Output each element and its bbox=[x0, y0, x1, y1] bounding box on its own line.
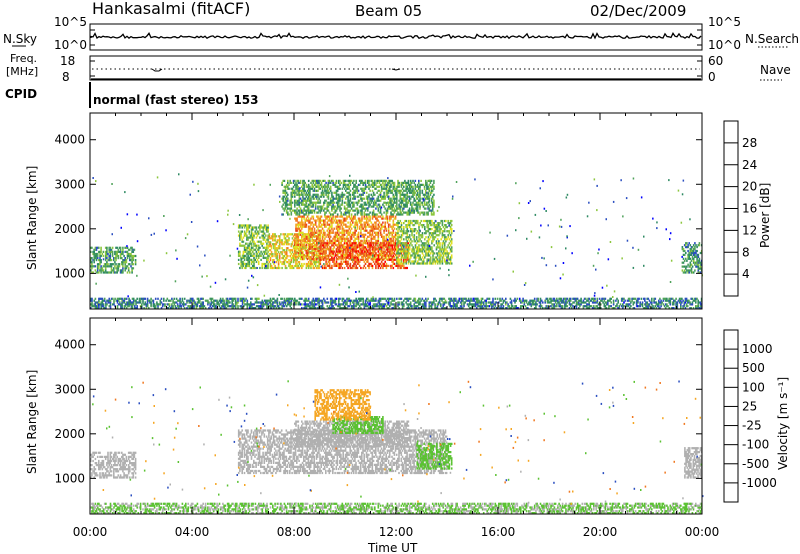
power-cbar-label-0: 4 bbox=[742, 267, 750, 281]
velocity-yticks: 1000 2000 3000 4000 bbox=[54, 338, 702, 485]
power-ylabel: Slant Range [km] bbox=[25, 166, 39, 270]
velocity-scatter-region-5 bbox=[314, 389, 371, 421]
power-data bbox=[90, 173, 703, 310]
noise-left-tick-bottom: 10^0 bbox=[54, 38, 87, 52]
velocity-ytick-label-0: 1000 bbox=[54, 471, 85, 485]
velocity-ytick-label-2: 3000 bbox=[54, 382, 85, 396]
velocity-ylabel: Slant Range [km] bbox=[25, 370, 39, 474]
power-cbar-label-6: 28 bbox=[742, 136, 757, 150]
power-cbar-label-5: 24 bbox=[742, 158, 757, 172]
freq-left-tick-bottom: 8 bbox=[62, 70, 70, 84]
velocity-scatter-region-0 bbox=[90, 451, 137, 479]
velocity-data bbox=[90, 380, 704, 515]
noise-left-tick-top: 10^5 bbox=[54, 15, 87, 29]
noise-right-tick-top: 10^5 bbox=[708, 15, 741, 29]
cpid-text: normal (fast stereo) 153 bbox=[93, 93, 259, 107]
velocity-cbar-label-4: -25 bbox=[742, 419, 762, 433]
velocity-ytick-label-3: 4000 bbox=[54, 338, 85, 352]
xtick-label-6: 00:00 bbox=[685, 525, 720, 539]
power-cbar-label-4: 20 bbox=[742, 180, 757, 194]
velocity-scatter-region-7 bbox=[90, 502, 703, 515]
velocity-colorbar: 1000 500 100 25 -25 -100 -500 -1000 Velocity [m… bbox=[723, 329, 790, 503]
velocity-scatter-region-6 bbox=[684, 447, 703, 479]
power-scatter-region-1 bbox=[237, 224, 269, 270]
power-xticks bbox=[89, 113, 703, 309]
power-cbar-label-2: 12 bbox=[742, 223, 757, 237]
power-scatter-region-0 bbox=[90, 246, 137, 274]
power-scatter-region-6 bbox=[281, 179, 435, 216]
power-cbar-label-1: 8 bbox=[742, 245, 750, 259]
time-axis-labels: 00:00 04:00 08:00 12:00 16:00 20:00 00:00 bbox=[73, 525, 720, 539]
time-axis-title: Time UT bbox=[367, 541, 418, 554]
velocity-scatter-region-3 bbox=[416, 442, 453, 470]
xtick-label-3: 12:00 bbox=[379, 525, 414, 539]
power-cbar-label-3: 16 bbox=[742, 202, 757, 216]
velocity-cbar-label-6: -500 bbox=[742, 457, 769, 471]
velocity-cbar-label-1: 500 bbox=[742, 361, 765, 375]
velocity-cbar-label-7: -1000 bbox=[742, 476, 777, 490]
station-title: Hankasalmi (fitACF) bbox=[92, 0, 250, 18]
velocity-panel: 1000 2000 3000 4000 Slant Range [km] bbox=[25, 317, 704, 515]
nave-dips bbox=[151, 68, 401, 72]
xtick-label-0: 00:00 bbox=[73, 525, 108, 539]
power-sparse-echoes bbox=[92, 173, 703, 299]
cpid-label: CPID bbox=[5, 87, 37, 101]
date-title: 02/Dec/2009 bbox=[590, 2, 686, 20]
noise-search-label: N.Search bbox=[745, 32, 799, 46]
freq-right-tick-bottom: 0 bbox=[708, 70, 716, 84]
xtick-label-1: 04:00 bbox=[175, 525, 210, 539]
power-cbar-label: Power [dB] bbox=[758, 183, 772, 248]
freq-label-1: Freq. bbox=[10, 52, 37, 65]
beam-title: Beam 05 bbox=[355, 2, 422, 20]
power-ytick-label-2: 3000 bbox=[54, 177, 85, 191]
velocity-cbar-label-0: 1000 bbox=[742, 342, 773, 356]
freq-label-2: [MHz] bbox=[6, 65, 38, 78]
velocity-cbar-label-5: -100 bbox=[742, 438, 769, 452]
power-colorbar: 4 8 12 16 20 24 28 Power [dB] bbox=[723, 120, 772, 297]
freq-right-tick-top: 60 bbox=[708, 54, 723, 68]
noise-sky-line bbox=[90, 32, 702, 40]
power-yticks: 1000 2000 3000 4000 bbox=[54, 133, 702, 280]
power-ytick-label-0: 1000 bbox=[54, 266, 85, 280]
nave-label: Nave bbox=[760, 63, 791, 77]
velocity-cbar-label: Velocity [m s⁻¹] bbox=[776, 377, 790, 470]
power-scatter-region-4 bbox=[319, 242, 410, 270]
xtick-label-4: 16:00 bbox=[481, 525, 516, 539]
noise-sky-label: N.Sky bbox=[3, 32, 37, 46]
power-panel: 1000 2000 3000 4000 Slant Range [km] bbox=[25, 112, 703, 310]
freq-left-tick-top: 18 bbox=[60, 54, 75, 68]
power-scatter-region-5 bbox=[396, 219, 453, 265]
xtick-label-5: 20:00 bbox=[583, 525, 618, 539]
power-ytick-label-1: 2000 bbox=[54, 222, 85, 236]
noise-panel: N.Sky 10^5 10^0 10^5 10^0 N.Search bbox=[3, 15, 799, 52]
velocity-ytick-label-1: 2000 bbox=[54, 427, 85, 441]
velocity-xticks bbox=[89, 318, 703, 514]
power-scatter-region-8 bbox=[90, 297, 703, 310]
xtick-label-2: 08:00 bbox=[277, 525, 312, 539]
velocity-scatter-region-2 bbox=[294, 420, 410, 448]
power-scatter-region-7 bbox=[681, 242, 703, 274]
velocity-cbar-label-3: 25 bbox=[742, 399, 757, 413]
cpid-panel: CPID normal (fast stereo) 153 bbox=[5, 82, 259, 108]
freq-panel: Freq. [MHz] 18 8 60 0 Nave bbox=[6, 52, 791, 84]
velocity-cbar-label-2: 100 bbox=[742, 380, 765, 394]
power-ytick-label-3: 4000 bbox=[54, 133, 85, 147]
velocity-sparse-echoes bbox=[92, 380, 704, 505]
noise-right-tick-bottom: 10^0 bbox=[708, 38, 741, 52]
